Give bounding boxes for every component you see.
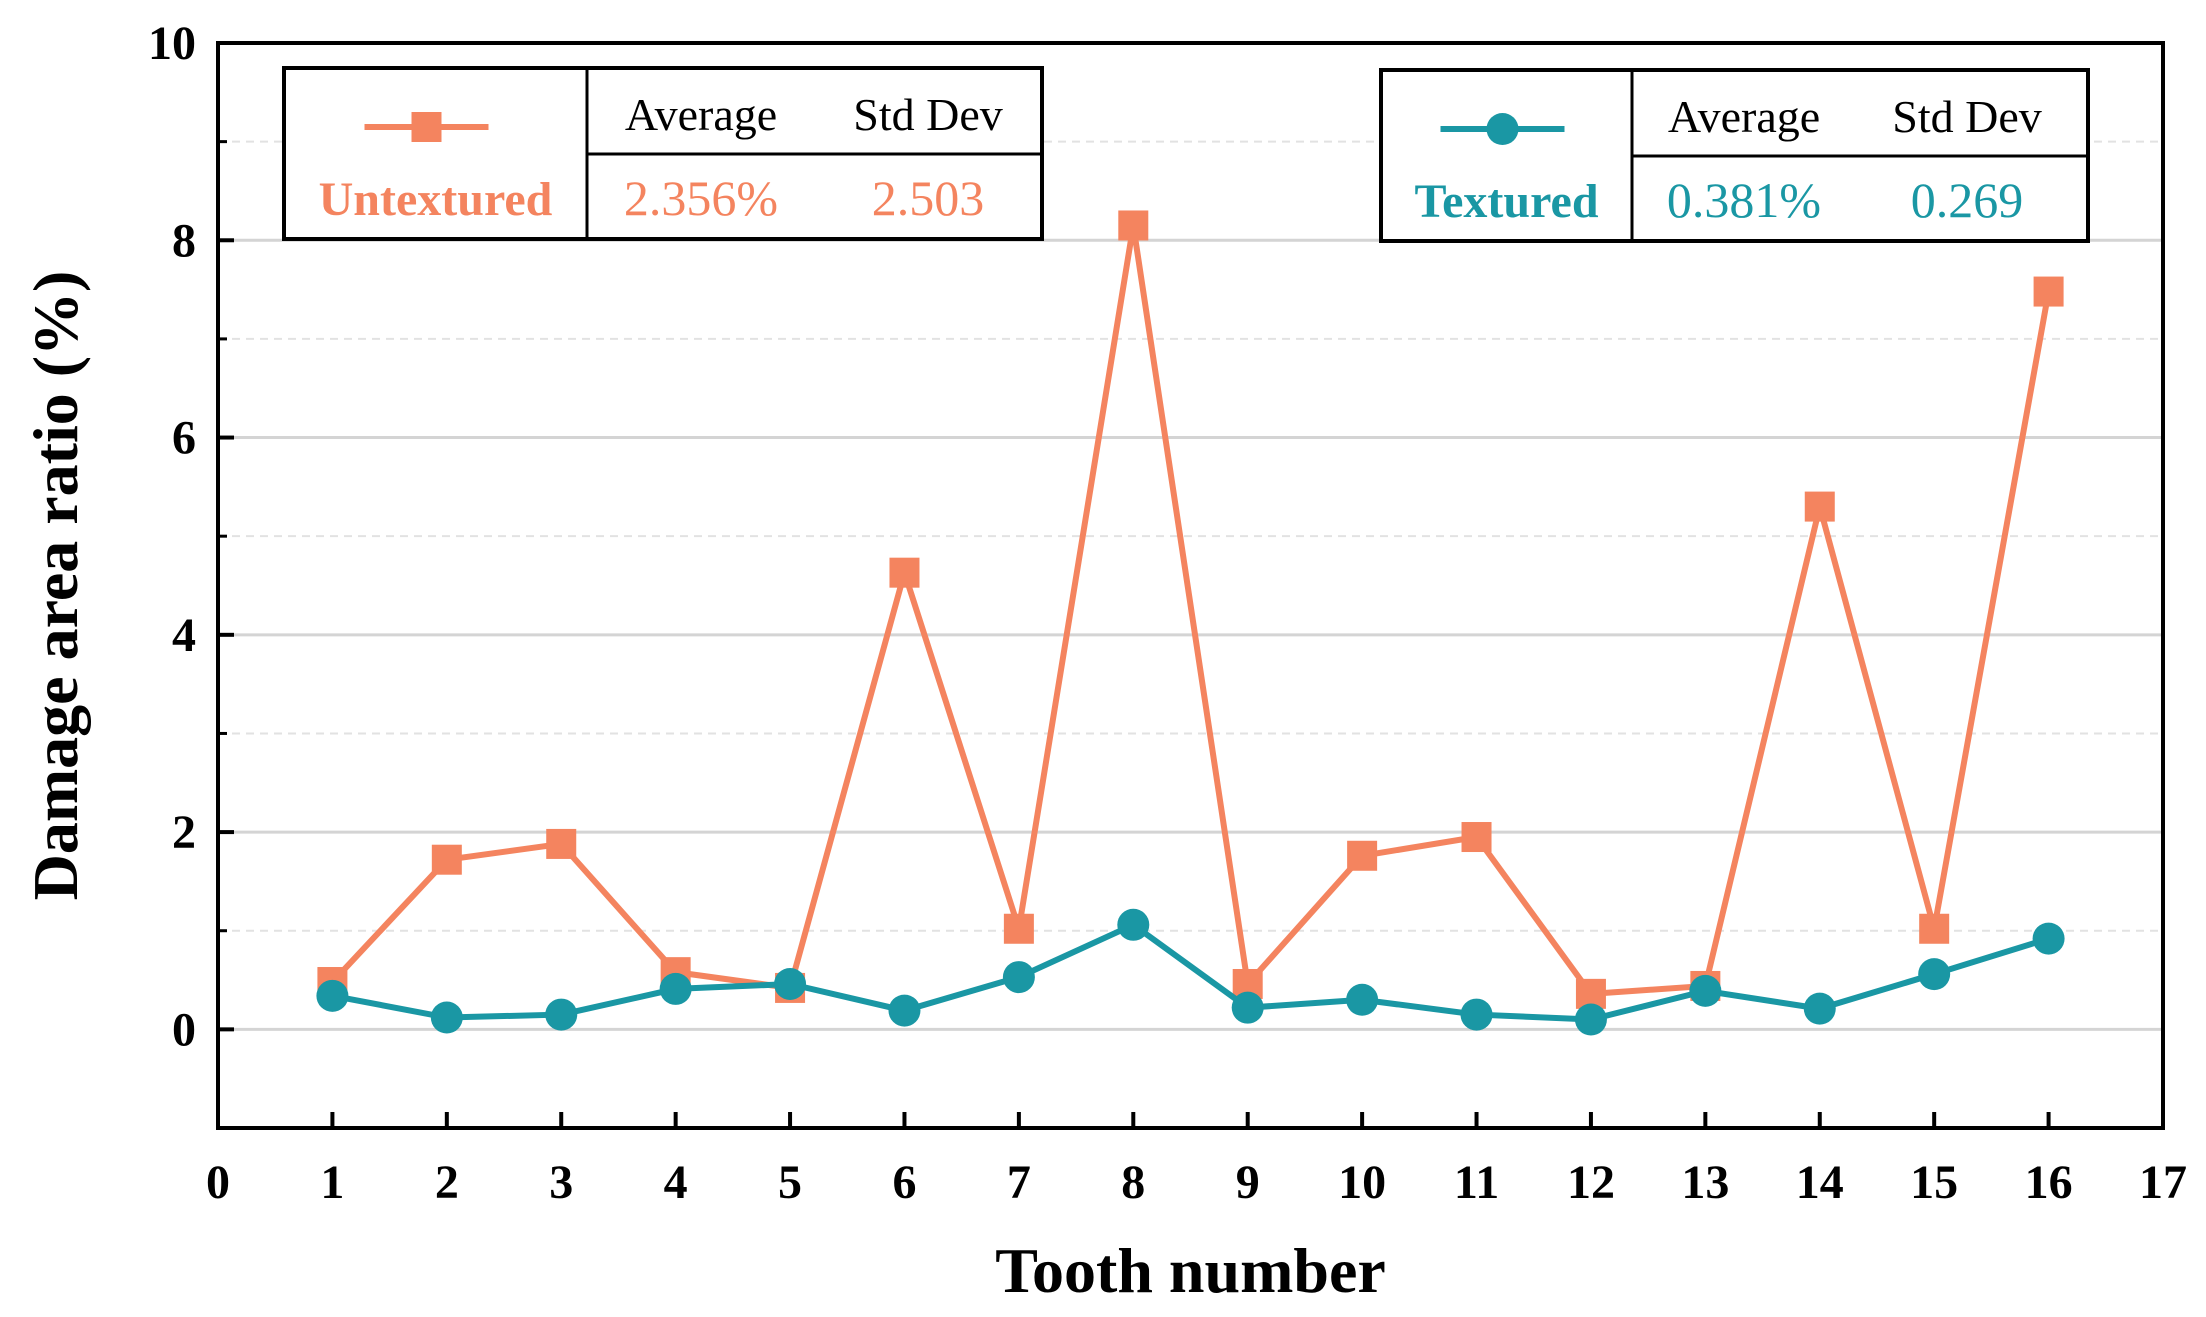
data-point-circle <box>1803 992 1836 1025</box>
summary-table-untextured: Untextured Average Std Dev 2.356% 2.503 <box>282 66 1044 241</box>
y-tick-label: 6 <box>172 412 196 465</box>
data-point-circle <box>430 1001 463 1034</box>
data-point-circle <box>1460 998 1493 1031</box>
data-point-square <box>2033 276 2064 307</box>
data-point-square <box>1347 840 1378 871</box>
x-axis-title: Tooth number <box>995 1235 1386 1306</box>
x-tick-label: 3 <box>549 1156 573 1209</box>
data-point-square <box>1003 913 1034 944</box>
data-point-circle <box>888 994 921 1027</box>
data-point-circle <box>1918 958 1951 991</box>
legend-marker-circle <box>1486 113 1519 145</box>
data-point-circle <box>1002 961 1035 994</box>
x-tick-label: 15 <box>1910 1156 1958 1209</box>
table-value-stddev: 0.269 <box>1911 172 2024 228</box>
plot-frame <box>216 41 2165 1130</box>
x-tick-label: 14 <box>1796 1156 1844 1209</box>
table-header-average: Average <box>1668 91 1820 142</box>
legend-series-name: Textured <box>1414 175 1598 228</box>
grid-layer <box>218 140 2163 1129</box>
data-point-square <box>1919 913 1950 944</box>
y-tick-label: 0 <box>172 1003 196 1056</box>
data-point-circle <box>1689 974 1722 1007</box>
legend-marker-square <box>411 112 442 142</box>
series-line-untextured <box>330 224 2052 997</box>
data-point-circle <box>316 979 349 1012</box>
x-tick-label: 2 <box>435 1156 459 1209</box>
table-header-stddev: Std Dev <box>853 89 1003 140</box>
data-point-circle <box>1117 908 1150 941</box>
data-point-circle <box>1574 1003 1607 1036</box>
x-tick-label: 9 <box>1236 1156 1260 1209</box>
series-line-textured <box>331 921 2050 1023</box>
x-tick-label: 16 <box>2025 1156 2073 1209</box>
x-tick-label: 10 <box>1338 1156 1386 1209</box>
data-point-circle <box>2032 922 2065 955</box>
y-tick-label: 4 <box>172 609 196 662</box>
x-tick-label: 12 <box>1567 1156 1615 1209</box>
data-point-square <box>1804 491 1835 522</box>
legend-series-name: Untextured <box>319 173 553 226</box>
y-tick-label: 8 <box>172 214 196 267</box>
data-point-square <box>1118 210 1149 241</box>
series-textured <box>316 908 2065 1036</box>
x-tick-label: 11 <box>1454 1156 1499 1209</box>
y-tick-label: 2 <box>172 806 196 859</box>
y-tick-label: 10 <box>148 17 196 70</box>
x-tick-label: 1 <box>320 1156 344 1209</box>
tables-layer: Untextured Average Std Dev 2.356% 2.503 Textu… <box>282 66 2090 243</box>
table-value-stddev: 2.503 <box>872 170 985 226</box>
x-tick-label: 4 <box>664 1156 688 1209</box>
y-axis-title: Damage area ratio (%) <box>20 271 91 901</box>
table-header-stddev: Std Dev <box>1892 91 2042 142</box>
summary-table-textured: Textured Average Std Dev 0.381% 0.269 <box>1379 68 2090 243</box>
data-point-square <box>889 557 920 588</box>
x-tick-label: 7 <box>1007 1156 1031 1209</box>
x-tick-label: 17 <box>2139 1156 2187 1209</box>
series-layer <box>316 210 2065 1036</box>
x-tick-label: 0 <box>206 1156 230 1209</box>
table-header-average: Average <box>625 89 777 140</box>
data-point-square <box>431 844 462 875</box>
x-tick-label: 8 <box>1121 1156 1145 1209</box>
data-point-circle <box>774 967 807 1000</box>
x-tick-label: 6 <box>892 1156 916 1209</box>
table-value-average: 0.381% <box>1667 172 1821 228</box>
data-point-circle <box>1346 983 1379 1016</box>
x-tick-label: 13 <box>1681 1156 1729 1209</box>
data-point-circle <box>1231 991 1264 1024</box>
data-point-circle <box>659 972 692 1005</box>
data-point-square <box>546 828 577 859</box>
x-tick-label: 5 <box>778 1156 802 1209</box>
series-untextured <box>317 210 2064 1009</box>
data-point-square <box>1461 822 1492 853</box>
data-point-circle <box>545 998 578 1031</box>
table-value-average: 2.356% <box>624 170 778 226</box>
